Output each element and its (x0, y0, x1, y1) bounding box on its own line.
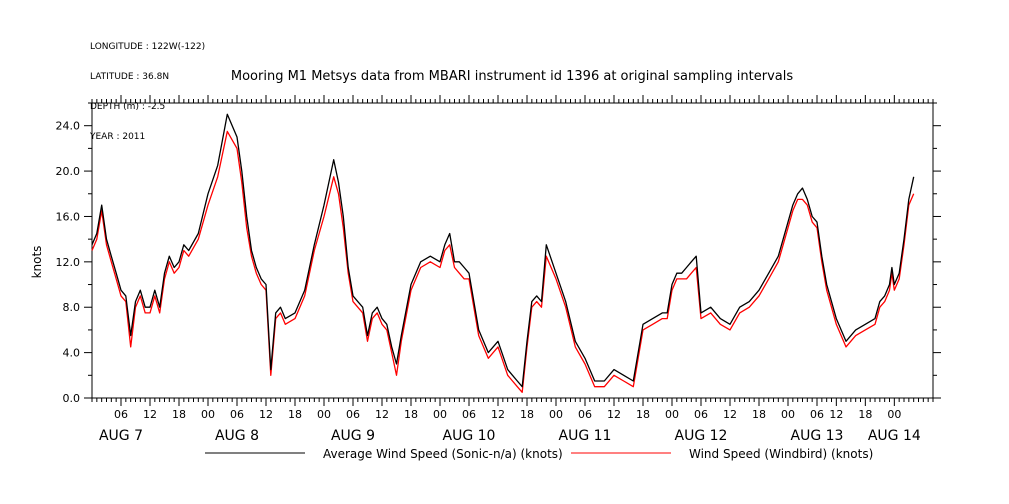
y-tick-label: 4.0 (63, 347, 81, 360)
axis-ticks: 0.0 4.0 8.0 12.0 16.0 20.0 24.0 06 12 18 00 06 12 18 0… (56, 95, 941, 444)
x-hour-label: 12 (375, 408, 389, 421)
chart-title: Mooring M1 Metsys data from MBARI instru… (231, 69, 793, 84)
legend-red-label: Wind Speed (Windbird) (knots) (689, 447, 873, 461)
x-day-label: AUG 13 (791, 428, 844, 444)
series-windbird-line (91, 130, 915, 393)
x-hour-label: 06 (694, 408, 708, 421)
x-hour-label: 12 (723, 408, 737, 421)
x-hour-label: 06 (810, 408, 824, 421)
x-hour-label: 06 (462, 408, 476, 421)
meta-latitude: LATITUDE : 36.8N (90, 72, 170, 82)
y-tick-label: 0.0 (63, 392, 81, 405)
x-hour-label: 18 (858, 408, 872, 421)
x-hour-label: 06 (114, 408, 128, 421)
plot-frame (91, 102, 934, 399)
x-day-label: AUG 10 (443, 428, 496, 444)
x-hour-label: 18 (172, 408, 186, 421)
x-hour-label: 00 (887, 408, 901, 421)
y-axis-label: knots (30, 246, 44, 279)
x-day-label: AUG 7 (99, 428, 143, 444)
x-hour-label: 00 (549, 408, 563, 421)
x-hour-label: 00 (433, 408, 447, 421)
series-group (91, 113, 915, 393)
x-hour-label: 00 (781, 408, 795, 421)
y-tick-label: 24.0 (56, 120, 81, 133)
x-hour-label: 06 (346, 408, 360, 421)
x-hour-label: 18 (404, 408, 418, 421)
y-tick-label: 20.0 (56, 165, 81, 178)
x-hour-label: 18 (520, 408, 534, 421)
x-hour-label: 12 (143, 408, 157, 421)
x-hour-label: 06 (230, 408, 244, 421)
x-hour-label: 12 (491, 408, 505, 421)
metadata-block: LONGITUDE : 122W(-122) LATITUDE : 36.8N … (90, 22, 205, 152)
x-day-label: AUG 11 (559, 428, 612, 444)
x-hour-label: 18 (636, 408, 650, 421)
meta-depth: DEPTH (m) : -2.5 (90, 102, 166, 112)
x-hour-label: 12 (259, 408, 273, 421)
x-hour-label: 00 (201, 408, 215, 421)
y-tick-label: 16.0 (56, 210, 81, 223)
meta-year: YEAR : 2011 (90, 132, 146, 142)
x-hour-label: 06 (578, 408, 592, 421)
x-day-label: AUG 12 (675, 428, 728, 444)
x-day-label: AUG 9 (331, 428, 375, 444)
x-hour-label: 12 (607, 408, 621, 421)
x-hour-label: 12 (829, 408, 843, 421)
y-tick-label: 12.0 (56, 256, 81, 269)
meta-longitude: LONGITUDE : 122W(-122) (90, 42, 206, 52)
y-tick-label: 8.0 (63, 301, 81, 314)
x-hour-label: 00 (665, 408, 679, 421)
x-day-label: AUG 8 (215, 428, 259, 444)
legend-black-label: Average Wind Speed (Sonic-n/a) (knots) (323, 447, 563, 461)
x-day-label: AUG 14 (868, 428, 921, 444)
x-hour-label: 00 (317, 408, 331, 421)
x-hour-label: 18 (752, 408, 766, 421)
series-sonic-line (91, 113, 915, 388)
x-hour-label: 18 (288, 408, 302, 421)
